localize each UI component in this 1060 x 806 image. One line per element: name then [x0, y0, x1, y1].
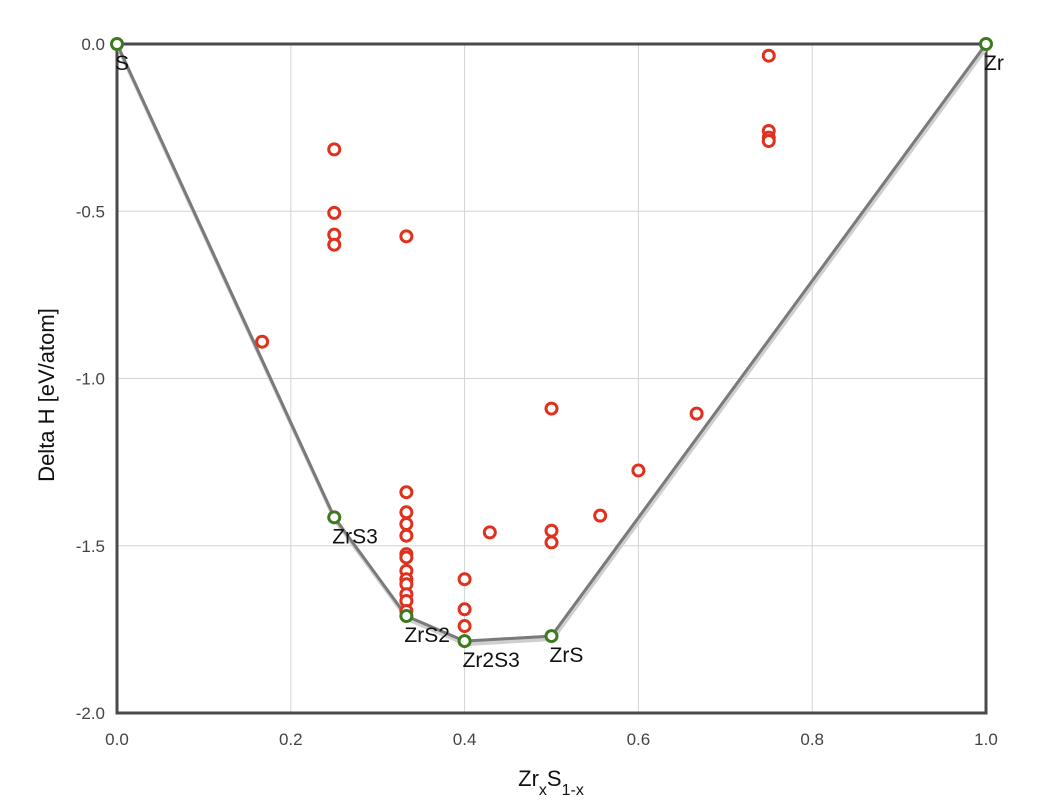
- stable-point-label: ZrS3: [332, 525, 378, 548]
- unstable-point[interactable]: [631, 463, 646, 478]
- unstable-point[interactable]: [399, 485, 414, 500]
- hull-line-path: [115, 43, 988, 643]
- unstable-point[interactable]: [399, 528, 414, 543]
- stable-point[interactable]: [110, 37, 124, 51]
- x-tick-label: 0.8: [800, 730, 824, 749]
- stable-point-label: ZrS2: [404, 624, 450, 647]
- stable-point-label: Zr2S3: [463, 649, 520, 672]
- y-tick-label: -1.0: [76, 370, 105, 389]
- stable-point-label: ZrS: [550, 644, 584, 667]
- stable-point-label: S: [115, 52, 129, 75]
- unstable-point[interactable]: [689, 406, 704, 421]
- y-tick-label: -0.5: [76, 202, 105, 221]
- unstable-point[interactable]: [399, 517, 414, 532]
- x-tick-label: 0.2: [279, 730, 303, 749]
- unstable-point[interactable]: [761, 134, 776, 149]
- stable-point[interactable]: [327, 510, 342, 525]
- unstable-point[interactable]: [399, 505, 414, 520]
- unstable-point[interactable]: [482, 525, 497, 540]
- unstable-point[interactable]: [544, 535, 559, 550]
- y-tick-label: -1.5: [76, 537, 105, 556]
- x-tick-label: 0.4: [453, 730, 477, 749]
- stable-point-label: Zr: [984, 52, 1004, 75]
- unstable-point[interactable]: [457, 619, 472, 634]
- unstable-point[interactable]: [457, 602, 472, 617]
- unstable-point[interactable]: [457, 572, 472, 587]
- x-tick-label: 1.0: [974, 730, 998, 749]
- stable-point[interactable]: [457, 634, 472, 649]
- y-axis-title: Delta H [eV/atom]: [34, 308, 59, 482]
- unstable-point[interactable]: [593, 508, 608, 523]
- unstable-point[interactable]: [399, 550, 414, 565]
- x-axis-title: ZrxS1-x: [518, 766, 584, 799]
- stable-point[interactable]: [979, 37, 993, 51]
- unstable-point[interactable]: [327, 237, 342, 252]
- stable-point[interactable]: [399, 608, 414, 623]
- x-tick-label: 0.6: [627, 730, 651, 749]
- unstable-point[interactable]: [327, 142, 342, 157]
- unstable-point[interactable]: [544, 401, 559, 416]
- unstable-point[interactable]: [399, 229, 414, 244]
- hull-line: [115, 43, 989, 647]
- stable-point[interactable]: [544, 629, 559, 644]
- unstable-point[interactable]: [327, 205, 342, 220]
- unstable-point[interactable]: [761, 48, 776, 63]
- y-tick-label: -2.0: [76, 704, 105, 723]
- y-axis-ticks: 0.0 -0.5 -1.0 -1.5 -2.0: [76, 35, 105, 723]
- y-tick-label: 0.0: [81, 35, 105, 54]
- unstable-point[interactable]: [544, 523, 559, 538]
- stable-points: [110, 37, 993, 649]
- x-tick-label: 0.0: [105, 730, 129, 749]
- unstable-point[interactable]: [255, 334, 270, 349]
- unstable-points: [255, 48, 776, 634]
- plot-frame: [115, 42, 988, 715]
- x-axis-ticks: 0.0 0.2 0.4 0.6 0.8 1.0: [105, 730, 998, 749]
- stable-point-labels: S ZrS3 ZrS2 Zr2S3 ZrS Zr: [115, 52, 1004, 672]
